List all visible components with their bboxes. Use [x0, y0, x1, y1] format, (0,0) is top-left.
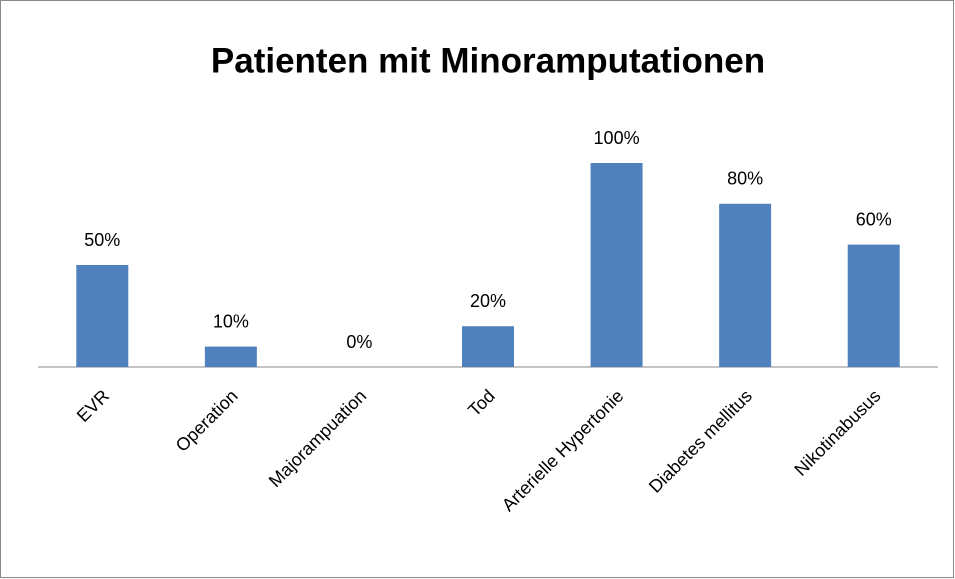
value-label: 80%: [727, 169, 763, 189]
value-label: 100%: [594, 128, 640, 148]
chart-title: Patienten mit Minoramputationen: [211, 41, 765, 80]
bar: [204, 346, 257, 367]
value-label: 10%: [213, 311, 249, 331]
value-label: 0%: [346, 332, 372, 352]
value-label: 50%: [84, 230, 120, 250]
bar: [76, 265, 129, 367]
value-label: 20%: [470, 291, 506, 311]
value-label: 60%: [856, 209, 892, 229]
bar: [847, 244, 900, 367]
bar: [719, 203, 772, 367]
bar: [462, 326, 514, 367]
bar: [590, 163, 643, 367]
